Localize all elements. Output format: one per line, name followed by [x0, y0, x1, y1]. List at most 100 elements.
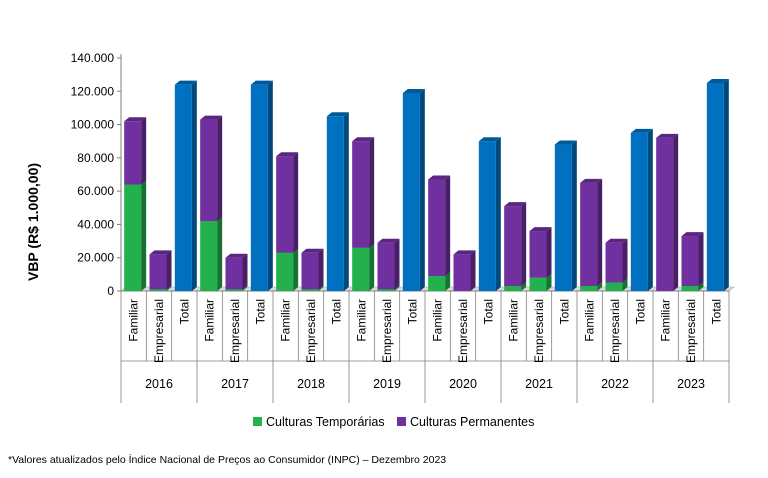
x-subcategory-label: Empresarial [228, 299, 242, 363]
legend: Culturas Temporárias Culturas Permanentes [253, 415, 534, 429]
bar-total-front [706, 82, 724, 291]
x-group-label: 2022 [601, 377, 629, 391]
bar-permanentes [301, 248, 324, 290]
bar-permanentes-top [377, 238, 400, 243]
bar-total-side [267, 80, 273, 291]
legend-label: Culturas Temporárias [266, 415, 385, 429]
bar-temporarias-side [217, 217, 223, 291]
x-subcategory-label: Total [709, 299, 723, 324]
bar-temporarias-side [369, 243, 375, 291]
bar-permanentes-front [276, 156, 294, 253]
bar-permanentes-top [656, 133, 679, 138]
bar-permanentes-front [200, 119, 218, 222]
y-tick-label: 100.000 [71, 118, 115, 132]
x-subcategory-label: Total [557, 299, 571, 324]
bar-total [706, 78, 729, 291]
bar-total-side [343, 112, 349, 291]
x-subcategory-label: Total [633, 299, 647, 324]
bar-permanentes-top [681, 232, 704, 237]
legend-item: Culturas Permanentes [397, 415, 534, 429]
bar-temporarias-side [546, 273, 552, 291]
x-subcategory-label: Empresarial [304, 299, 318, 363]
x-subcategory-label: Familiar [583, 299, 597, 342]
bar-permanentes-top [352, 137, 375, 142]
bar-total-front [326, 116, 344, 291]
bar-permanentes [504, 202, 527, 287]
bar-total-top [250, 80, 273, 85]
bar-permanentes-side [622, 238, 628, 283]
x-subcategory-label: Empresarial [684, 299, 698, 363]
bar-permanentes [276, 152, 299, 253]
bar-permanentes-top [605, 238, 628, 243]
x-subcategory-label: Empresarial [152, 299, 166, 363]
bars [124, 78, 729, 291]
bar-permanentes [529, 227, 552, 278]
bar-temporarias-front [149, 289, 167, 291]
y-tick-label: 0 [107, 284, 114, 298]
bar-temporarias-front [504, 286, 522, 291]
bar-permanentes [453, 250, 476, 291]
bar-temporarias-side [394, 285, 400, 291]
x-subcategory-label: Empresarial [608, 299, 622, 363]
bar-permanentes-side [141, 117, 147, 185]
bar-permanentes-top [200, 115, 223, 120]
bar-permanentes [656, 133, 679, 291]
bar-total [554, 140, 577, 291]
y-tick-label: 40.000 [77, 217, 114, 231]
bar-total-top [478, 137, 501, 142]
bar-permanentes-side [242, 253, 248, 290]
bar-temporarias-front [200, 221, 218, 291]
bar-temporarias-front [124, 184, 142, 291]
x-subcategory-label: Total [253, 299, 267, 324]
bar-permanentes-top [453, 250, 476, 255]
x-subcategory-label: Familiar [507, 299, 521, 342]
bar-permanentes [352, 137, 375, 248]
bar-total-front [250, 84, 268, 291]
bar-permanentes-side [597, 178, 603, 287]
bar-total-side [571, 140, 577, 291]
x-group-label: 2023 [677, 377, 705, 391]
bar-temporarias-front [580, 286, 598, 291]
y-tick-label: 60.000 [77, 184, 114, 198]
bar-total-top [402, 88, 425, 93]
bar-permanentes-top [504, 202, 527, 207]
x-subcategory-label: Familiar [659, 299, 673, 342]
y-tick-label: 140.000 [71, 51, 115, 65]
bar-temporarias-front [352, 247, 370, 291]
bar-temporarias-side [141, 180, 147, 291]
bar-temporarias-front [377, 289, 395, 291]
bar-temporarias [276, 248, 299, 291]
bar-permanentes-top [428, 175, 451, 180]
bar-total [478, 137, 501, 291]
bar-permanentes [149, 250, 172, 290]
bar-permanentes [580, 178, 603, 287]
bar-temporarias-side [166, 285, 172, 291]
bar-permanentes-front [301, 252, 319, 290]
bar-permanentes [428, 175, 451, 277]
bar-total-top [554, 140, 577, 145]
bar-permanentes-front [453, 254, 471, 291]
x-group-label: 2021 [525, 377, 553, 391]
bar-permanentes-side [293, 152, 299, 253]
bar-permanentes-side [445, 175, 451, 277]
y-tick-label: 80.000 [77, 151, 114, 165]
bar-temporarias-side [597, 282, 603, 291]
bar-temporarias-front [301, 289, 319, 291]
x-subcategory-label: Total [481, 299, 495, 324]
bar-permanentes-side [698, 232, 704, 287]
bar-permanentes-front [656, 137, 674, 291]
bar-permanentes-side [546, 227, 552, 278]
bar-total-front [174, 84, 192, 291]
bar-permanentes [200, 115, 223, 222]
bar-permanentes-side [394, 238, 400, 290]
bar-temporarias-front [225, 289, 243, 291]
bar-permanentes-top [225, 253, 248, 258]
bar-temporarias [352, 243, 375, 291]
bar-temporarias-front [529, 277, 547, 291]
bar-temporarias-side [293, 248, 299, 291]
x-group-label: 2018 [297, 377, 325, 391]
bar-total-top [630, 128, 653, 133]
bar-temporarias-side [445, 272, 451, 291]
bar-total [174, 80, 197, 291]
bar-permanentes-side [470, 250, 476, 291]
